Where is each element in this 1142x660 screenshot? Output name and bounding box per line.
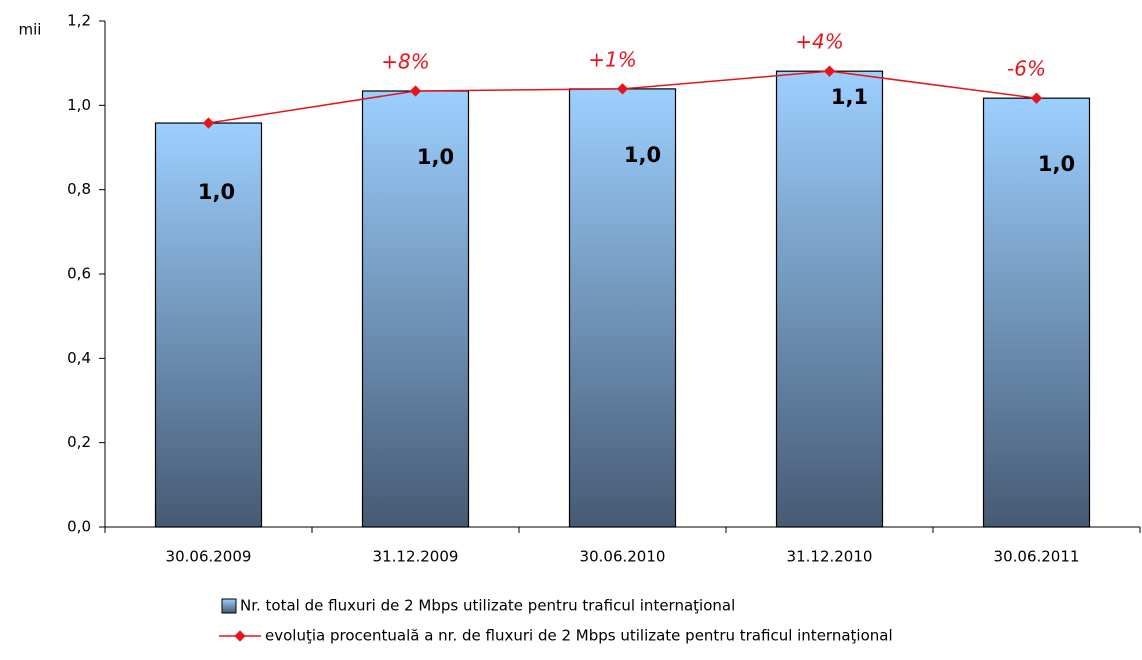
legend-label: Nr. total de fluxuri de 2 Mbps utilizate… <box>240 597 735 615</box>
annotation: -6% <box>1007 57 1046 81</box>
annotation: +8% <box>381 49 430 73</box>
legend-label: evoluţia procentuală a nr. de fluxuri de… <box>265 627 893 645</box>
y-tick-label: 0,0 <box>67 518 91 536</box>
annotation: +4% <box>795 30 844 54</box>
y-tick-label: 0,8 <box>67 180 91 198</box>
y-tick-label: 1,0 <box>67 96 91 114</box>
bar <box>361 90 470 528</box>
x-tick-label: 30.06.2010 <box>580 548 666 566</box>
legend-swatch <box>221 598 237 614</box>
unit-label: mii <box>19 21 42 39</box>
y-tick-label: 0,4 <box>67 349 91 367</box>
y-tick-label: 0,2 <box>67 433 91 451</box>
y-tick-label: 1,2 <box>67 12 91 30</box>
bar-value-label: 1,0 <box>417 145 454 169</box>
line-marker <box>1030 92 1043 104</box>
bar <box>568 88 677 528</box>
y-tick-label: 0,6 <box>67 265 91 283</box>
x-tick-label: 31.12.2010 <box>787 548 873 566</box>
bar <box>982 97 1091 528</box>
bar <box>154 122 263 528</box>
annotation: +1% <box>588 47 637 71</box>
x-tick-label: 30.06.2009 <box>166 548 252 566</box>
bar-value-label: 1,1 <box>831 85 868 109</box>
bar-value-label: 1,0 <box>624 143 661 167</box>
legend-swatch <box>234 630 246 642</box>
x-tick-label: 30.06.2011 <box>994 548 1080 566</box>
bar <box>775 70 884 528</box>
bar-value-label: 1,0 <box>1038 152 1075 176</box>
bar-value-label: 1,0 <box>198 180 235 204</box>
x-tick-label: 31.12.2009 <box>373 548 459 566</box>
